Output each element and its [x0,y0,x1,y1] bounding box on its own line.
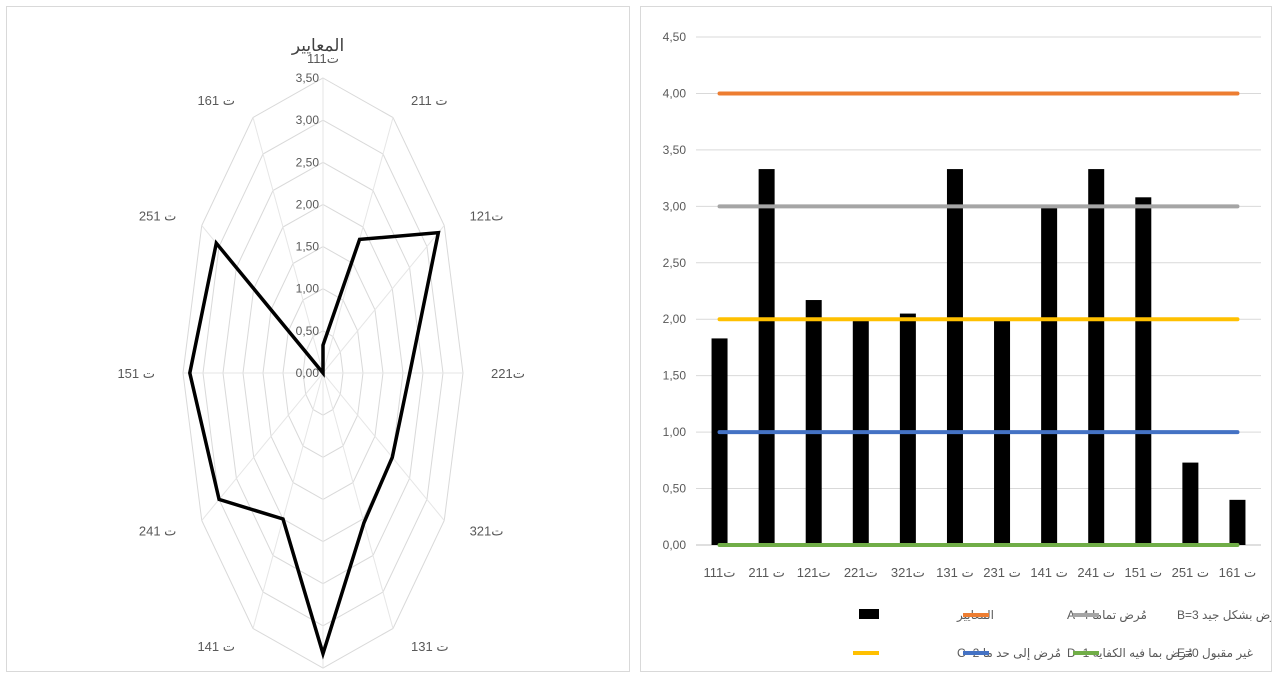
x-category-label: ت 151 [1125,565,1163,580]
radar-spoke [252,372,324,629]
radar-tick-label: 0,00 [296,366,320,380]
radar-chart-title: المعايير [291,36,344,55]
y-tick-label: 2,00 [663,312,687,326]
x-category-label: ت 211 [748,565,785,580]
radar-category-label: ت 141 [197,639,235,654]
radar-tick-label: 1,00 [296,282,320,296]
x-category-label: ت 231 [983,565,1021,580]
legend-label: مُرض تماما A=4 [1067,608,1147,623]
bar [1229,499,1246,545]
y-tick-label: 0,50 [663,482,687,496]
bar [758,169,775,545]
radar-category-label: ت 131 [411,639,449,654]
legend-item: غير مقبول E=0 [1073,646,1253,661]
radar-spoke [201,372,324,521]
radar-spoke [322,225,445,374]
radar-category-label: ت 251 [139,209,177,224]
radar-category-label: ت121 [470,209,504,224]
bar [805,300,822,545]
bar [1041,206,1058,546]
x-category-label: ت111 [704,565,736,580]
radar-category-label: ت 241 [139,524,177,539]
y-tick-label: 4,00 [663,86,687,100]
legend-item: مُرض بما فيه الكفاية D=1 [963,646,1193,661]
radar-tick-label: 0,50 [296,324,320,338]
radar-tick-label: 1,50 [296,240,320,254]
y-tick-label: 2,50 [663,256,687,270]
radar-spoke [252,117,324,374]
x-category-label: ت 241 [1077,565,1115,580]
radar-series-line [188,230,441,660]
legend-item: مُرض تماما A=4 [963,608,1147,623]
bar [946,169,963,545]
bar [1182,462,1199,545]
x-category-label: ت321 [891,565,925,580]
legend-swatch [859,609,879,619]
y-tick-label: 1,50 [663,369,687,383]
x-category-label: ت 131 [936,565,974,580]
radar-category-label: ت 211 [411,93,448,108]
bar [711,338,728,545]
radar-spoke [322,372,394,629]
radar-spoke [322,372,445,521]
y-tick-label: 3,00 [663,199,687,213]
x-category-label: ت121 [797,565,831,580]
legend-label: غير مقبول E=0 [1177,646,1253,661]
radar-chart: المعايير 0,00 0,50 1,00 1,50 2,00 2,50 3,00 3,5… [117,36,525,669]
legend-label: مُرض بما فيه الكفاية D=1 [1067,646,1193,661]
bar-chart-panel: 0,00 0,50 1,00 1,50 2,00 2,50 3,00 3,50 4,00 4,50… [640,6,1272,672]
x-category-label: ت 251 [1172,565,1210,580]
y-tick-label: 0,00 [663,538,687,552]
x-category-label: ت221 [844,565,878,580]
bar-chart: 0,00 0,50 1,00 1,50 2,00 2,50 3,00 3,50 4,00 4,50… [663,30,1271,661]
radar-category-label: ت221 [491,366,525,381]
radar-tick-label: 2,00 [296,197,320,211]
legend-label: مُرض بشكل جيد B=3 [1177,608,1271,623]
radar-tick-label: 3,50 [296,71,320,85]
radar-category-label: ت321 [470,524,504,539]
radar-category-label: ت 151 [117,366,155,381]
legend-item: مُرض إلى حد ما C=2 [853,646,1061,661]
radar-tick-label: 2,50 [296,155,320,169]
bar [899,313,916,545]
legend-label: مُرض إلى حد ما C=2 [957,646,1061,661]
radar-chart-panel: المعايير 0,00 0,50 1,00 1,50 2,00 2,50 3,00 3,5… [6,6,630,672]
x-category-label: ت 141 [1030,565,1068,580]
y-tick-label: 4,50 [663,30,687,44]
bar [1088,169,1105,545]
radar-category-label: ت 161 [197,93,235,108]
radar-category-label: ت111 [307,51,339,66]
radar-tick-label: 3,00 [296,113,320,127]
bar [1135,197,1152,545]
x-category-label: ت 161 [1219,565,1257,580]
y-tick-label: 3,50 [663,143,687,157]
legend-item: مُرض بشكل جيد B=3 [1073,608,1271,623]
y-tick-label: 1,00 [663,425,687,439]
